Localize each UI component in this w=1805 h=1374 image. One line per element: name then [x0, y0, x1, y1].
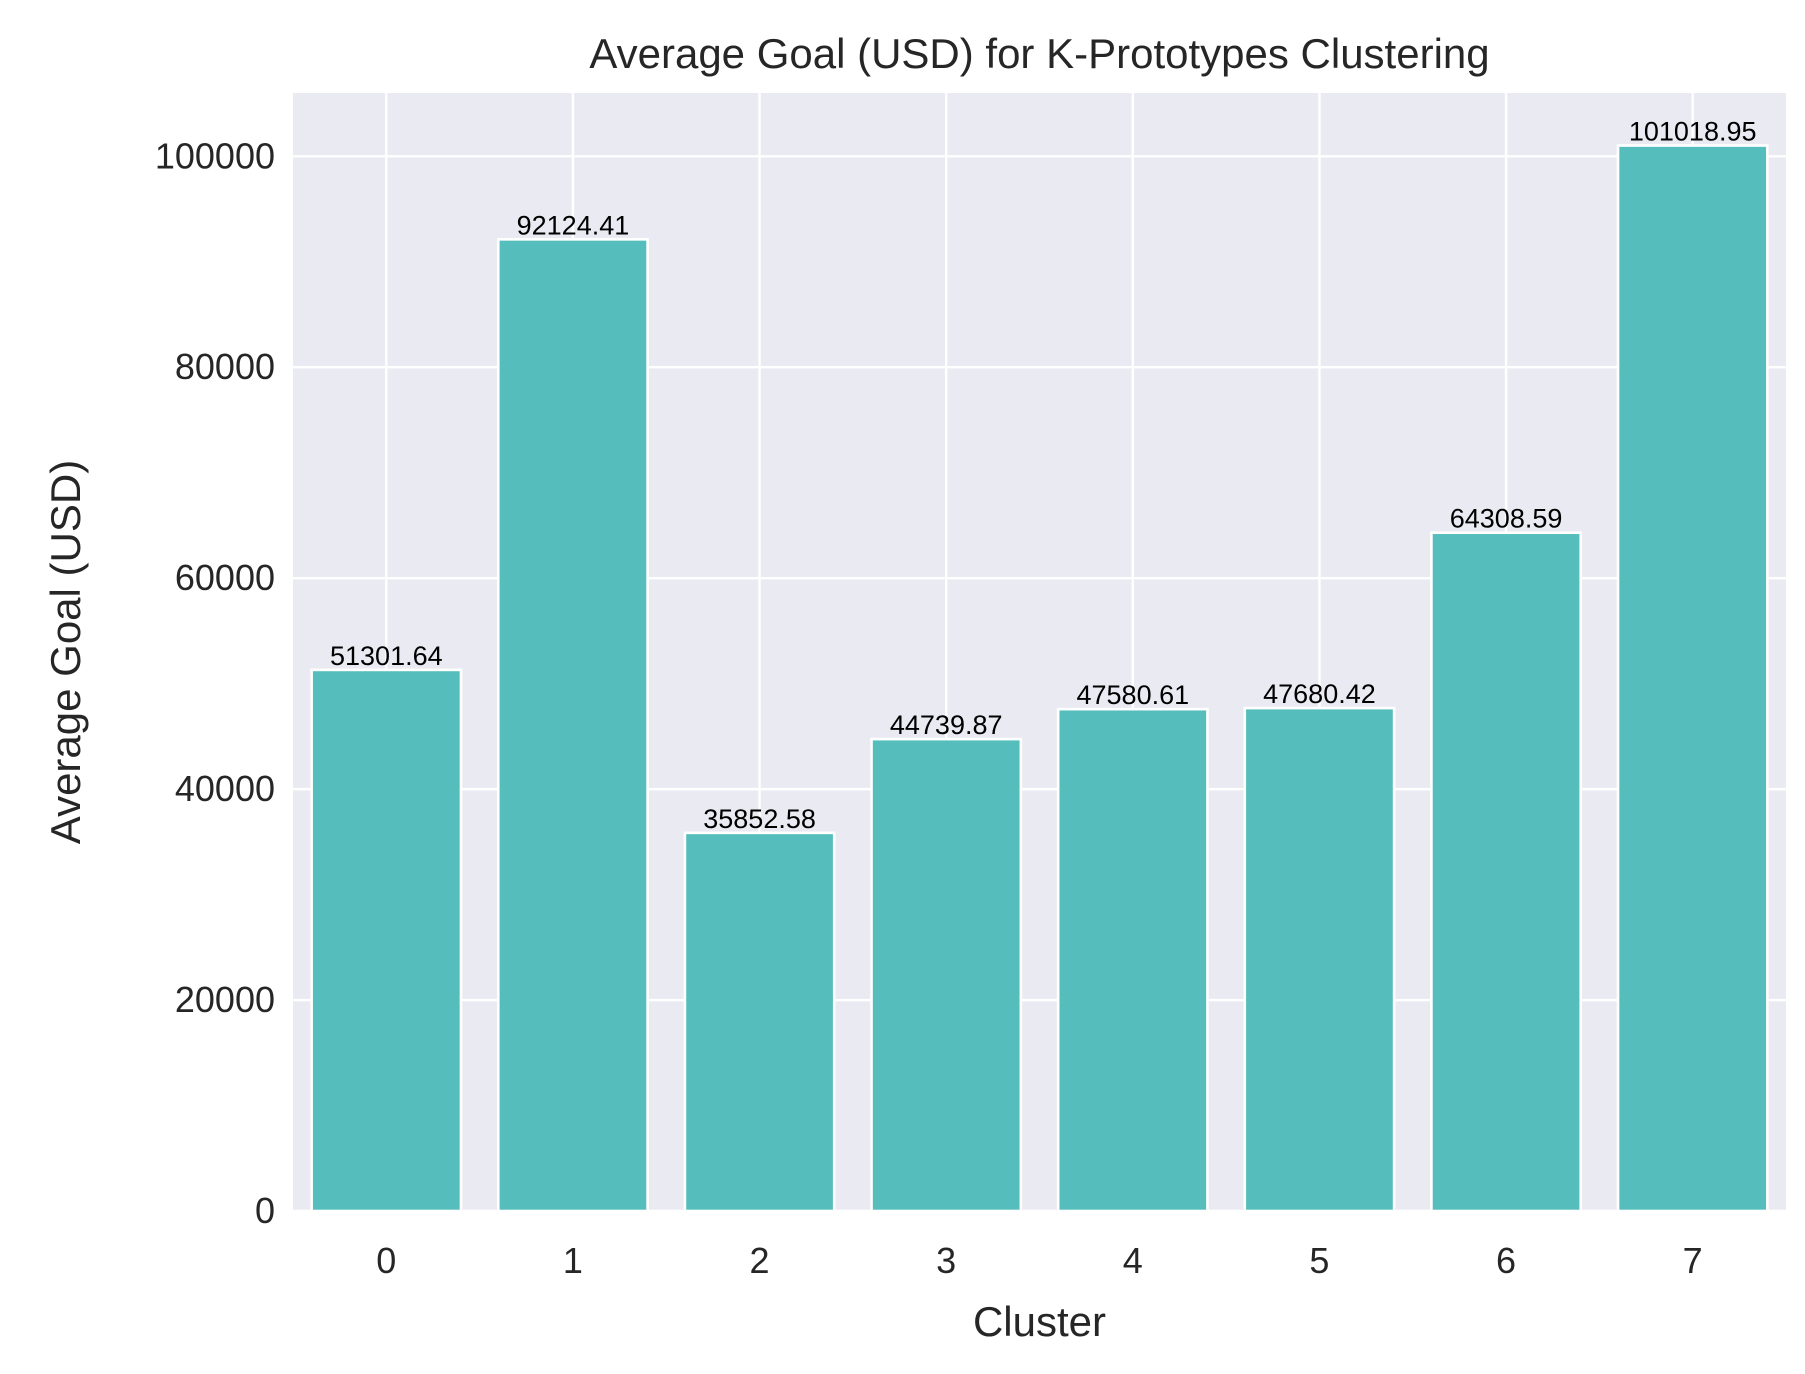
y-tick-label: 0 [255, 1190, 275, 1231]
bar [1430, 531, 1583, 1213]
x-axis-label: Cluster [973, 1298, 1106, 1345]
x-tick-label: 0 [376, 1240, 396, 1281]
y-tick-label: 20000 [175, 979, 275, 1020]
y-tick-label: 100000 [155, 135, 275, 176]
bar-value-label: 64308.59 [1450, 504, 1563, 534]
x-tick-label: 3 [936, 1240, 956, 1281]
bar [496, 238, 649, 1213]
x-tick-label: 4 [1123, 1240, 1143, 1281]
x-tick-label: 7 [1683, 1240, 1703, 1281]
bar [1616, 144, 1769, 1213]
bar-value-label: 44739.87 [890, 710, 1003, 740]
x-axis-ticks: 0 1 2 3 4 5 6 7 [376, 1240, 1702, 1281]
bar [1056, 707, 1209, 1213]
bar [870, 737, 1023, 1213]
x-tick-label: 6 [1496, 1240, 1516, 1281]
bar-value-label: 101018.95 [1629, 117, 1757, 147]
bars [310, 144, 1769, 1213]
bar [310, 668, 463, 1213]
bar [1243, 706, 1396, 1213]
y-axis-label: Average Goal (USD) [42, 460, 89, 844]
bar-value-label: 35852.58 [703, 804, 816, 834]
x-tick-label: 5 [1309, 1240, 1329, 1281]
y-tick-label: 40000 [175, 768, 275, 809]
bar-value-label: 51301.64 [330, 641, 443, 671]
y-axis-ticks: 0 20000 40000 60000 80000 100000 [155, 135, 275, 1231]
x-tick-label: 2 [750, 1240, 770, 1281]
bar-value-label: 47680.42 [1263, 679, 1376, 709]
y-tick-label: 60000 [175, 557, 275, 598]
bar [683, 831, 836, 1213]
chart-title: Average Goal (USD) for K-Prototypes Clus… [589, 30, 1489, 77]
data-labels: 51301.64 92124.41 35852.58 44739.87 47580.61… [330, 117, 1757, 834]
bar-value-label: 47580.61 [1077, 680, 1190, 710]
y-tick-label: 80000 [175, 346, 275, 387]
bar-value-label: 92124.41 [517, 210, 630, 240]
x-tick-label: 1 [563, 1240, 583, 1281]
